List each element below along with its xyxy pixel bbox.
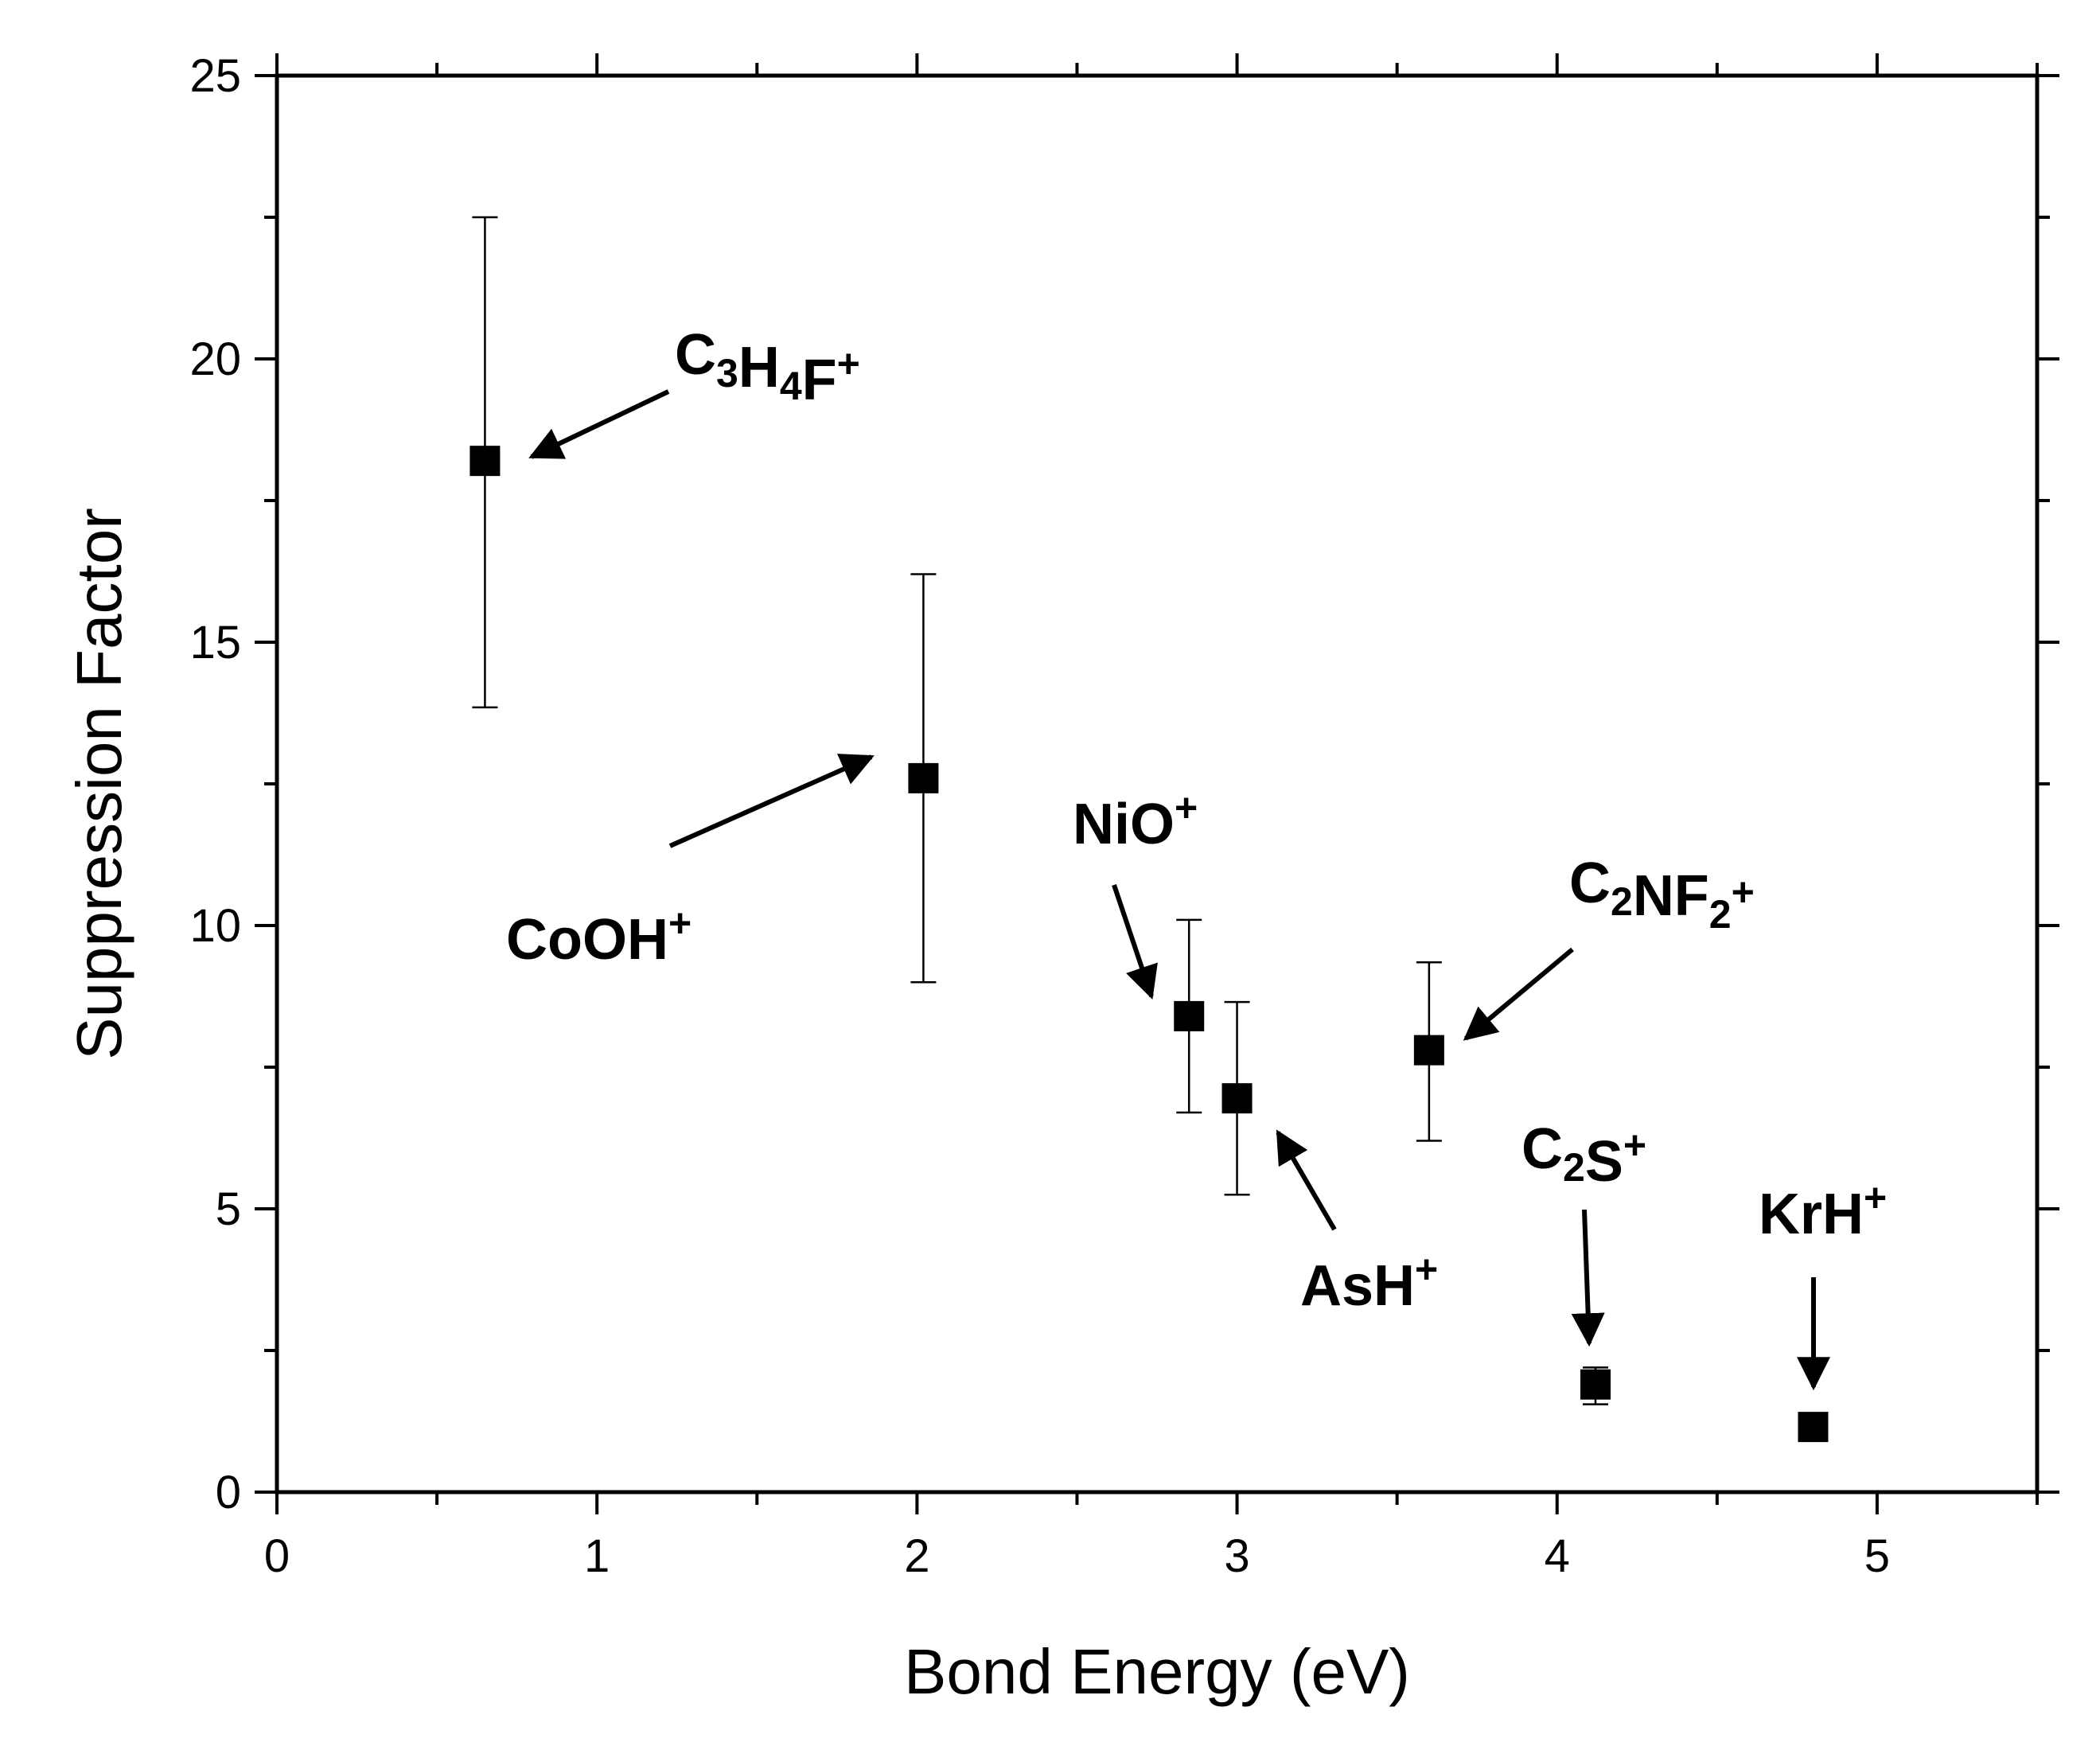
x-tick-label: 2 xyxy=(904,1530,929,1582)
annotation-AsH: AsH+ xyxy=(1300,1247,1438,1318)
annotation-C3H4F: C3H4F+ xyxy=(675,323,860,412)
annotation-arrow-CoOH xyxy=(668,754,875,848)
annotation-NiO: NiO+ xyxy=(1073,785,1198,856)
annotation-C2NF2: C2NF2+ xyxy=(1569,852,1755,937)
data-point-C3H4F xyxy=(469,446,501,477)
y-tick-label: 5 xyxy=(216,1183,241,1235)
annotation-arrow-C2NF2 xyxy=(1463,947,1574,1041)
y-tick-label: 0 xyxy=(216,1467,241,1518)
plot-frame xyxy=(275,73,2040,1495)
x-tick-label: 5 xyxy=(1864,1530,1890,1582)
y-tick-label: 15 xyxy=(189,617,241,668)
y-axis-title: Suppression Factor xyxy=(64,508,134,1060)
annotation-arrow-C2S xyxy=(1571,1209,1605,1347)
data-point-C2NF2 xyxy=(1413,1035,1444,1066)
x-axis-title: Bond Energy (eV) xyxy=(904,1636,1410,1707)
data-point-KrH xyxy=(1798,1412,1829,1443)
y-tick-label: 10 xyxy=(189,900,241,952)
data-point-C2S xyxy=(1580,1369,1611,1400)
data-point-CoOH xyxy=(908,762,939,793)
annotation-arrow-C3H4F xyxy=(528,389,670,459)
data-point-NiO xyxy=(1174,1000,1205,1031)
x-tick-label: 4 xyxy=(1545,1530,1570,1582)
annotation-arrow-NiO xyxy=(1112,884,1158,1000)
y-tick-label: 25 xyxy=(189,50,241,102)
annotation-CoOH: CoOH+ xyxy=(506,901,692,972)
annotation-KrH: KrH+ xyxy=(1759,1175,1887,1246)
annotation-arrow-AsH xyxy=(1276,1129,1337,1231)
y-tick-label: 20 xyxy=(189,333,241,385)
x-tick-label: 3 xyxy=(1224,1530,1249,1582)
x-tick-label: 1 xyxy=(584,1530,610,1582)
annotation-C2S: C2S+ xyxy=(1521,1117,1646,1194)
data-point-AsH xyxy=(1221,1083,1253,1114)
x-tick-label: 0 xyxy=(264,1530,290,1582)
